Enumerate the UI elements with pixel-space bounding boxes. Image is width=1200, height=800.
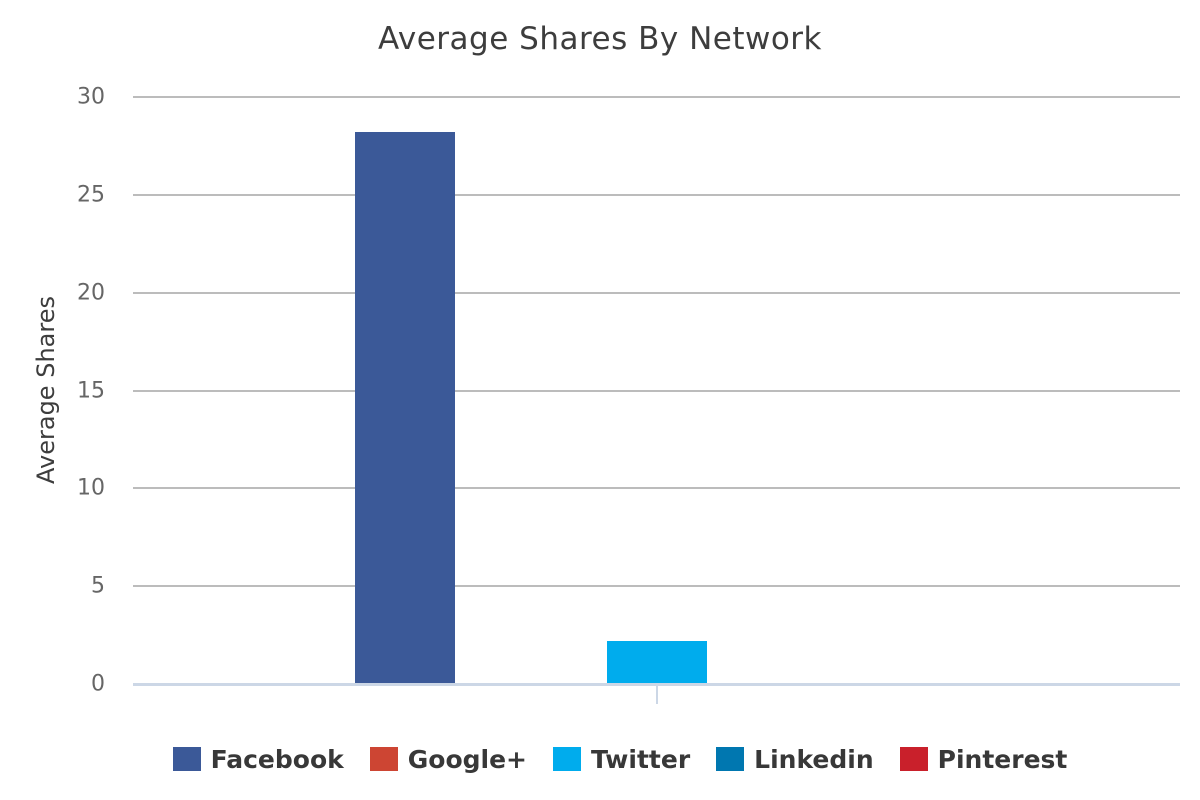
x-axis-tick — [655, 686, 658, 704]
y-tick-label-20: 20 — [77, 280, 105, 306]
bar-twitter — [606, 640, 707, 684]
legend-swatch-icon — [172, 747, 201, 771]
legend-item-twitter[interactable]: Twitter — [553, 745, 690, 774]
x-axis-line — [133, 683, 1180, 686]
y-tick-label-5: 5 — [91, 573, 105, 599]
legend-item-google-[interactable]: Google+ — [369, 744, 527, 774]
gridline-y-20 — [133, 291, 1180, 294]
gridline-y-10 — [133, 487, 1180, 490]
legend-swatch-icon — [716, 747, 745, 771]
legend-item-linkedin[interactable]: Linkedin — [716, 744, 874, 774]
legend-swatch-icon — [899, 747, 928, 771]
y-tick-label-25: 25 — [77, 182, 105, 208]
legend-label: Facebook — [210, 744, 344, 774]
legend-label: Linkedin — [754, 744, 874, 774]
y-tick-label-15: 15 — [77, 378, 105, 403]
y-tick-label-10: 10 — [77, 475, 105, 501]
gridline-y-15 — [133, 389, 1180, 392]
legend-swatch-icon — [369, 747, 398, 771]
gridline-y-25 — [133, 193, 1180, 196]
legend-label: Twitter — [591, 744, 691, 774]
gridline-y-30 — [133, 96, 1180, 98]
bar-facebook — [355, 132, 455, 684]
chart-title: Average Shares By Network — [377, 21, 823, 57]
legend-swatch-icon — [553, 747, 581, 771]
y-tick-label-30: 30 — [77, 84, 105, 110]
y-tick-label-0: 0 — [91, 671, 105, 697]
legend-item-pinterest[interactable]: Pinterest — [899, 744, 1068, 774]
gridline-y-5 — [133, 585, 1180, 588]
legend-label: Pinterest — [937, 744, 1068, 774]
legend-label: Google+ — [407, 744, 527, 774]
legend-item-facebook[interactable]: Facebook — [172, 744, 344, 774]
legend: Facebook Google+ Twitter Linkedin Pinterest — [0, 738, 1200, 780]
